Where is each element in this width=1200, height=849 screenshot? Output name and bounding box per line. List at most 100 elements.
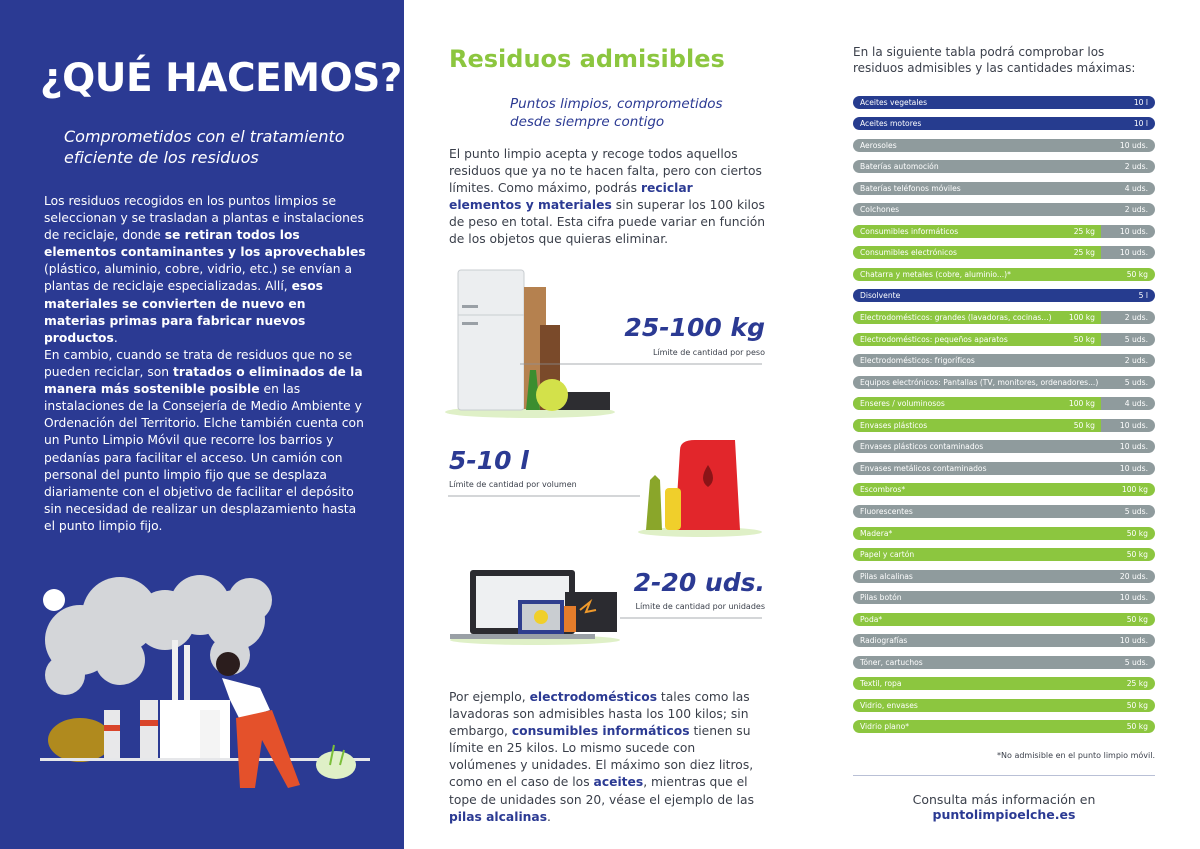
row-limit: 2 uds.	[1124, 356, 1148, 366]
row-name: Radiografías	[860, 636, 908, 646]
text-run: en las instalaciones de la Consejería de…	[44, 382, 364, 533]
split-segment	[853, 332, 1101, 346]
row-name: Baterías teléfonos móviles	[860, 183, 961, 193]
row-name: Papel y cartón	[860, 550, 915, 560]
row-split-value: 50 kg	[1073, 334, 1095, 344]
table-row: Poda* 50 kg	[853, 612, 1155, 626]
table-row: Madera* 50 kg	[853, 526, 1155, 540]
row-limit: 20 uds.	[1119, 571, 1148, 581]
row-name: Pilas alcalinas	[860, 571, 913, 581]
row-limit: 5 uds.	[1124, 657, 1148, 667]
row-limit: 2 uds.	[1124, 313, 1148, 322]
website-link[interactable]: puntolimpioelche.es	[932, 807, 1076, 822]
row-split-value: 25 kg	[1073, 248, 1095, 258]
table-row: 100 kg Electrodomésticos: grandes (lavado…	[853, 311, 1155, 324]
row-limit: 10 uds.	[1119, 420, 1148, 430]
row-name: Colchones	[860, 205, 900, 215]
row-limit: 4 uds.	[1124, 399, 1148, 409]
row-limit: 2 uds.	[1124, 162, 1148, 172]
table-row: Baterías teléfonos móviles 4 uds.	[853, 181, 1155, 195]
row-limit: 50 kg	[1126, 700, 1148, 710]
row-name: Textil, ropa	[860, 679, 902, 689]
row-limit: 2 uds.	[1124, 205, 1148, 215]
middle-paragraph: El punto limpio acepta y recoge todos aq…	[449, 146, 769, 249]
table-row: 25 kg Consumibles electrónicos 10 uds.	[853, 246, 1155, 260]
more-info: Consulta más información en puntolimpioe…	[853, 792, 1155, 822]
row-name: Aerosoles	[860, 140, 897, 150]
row-limit: 50 kg	[1126, 722, 1148, 732]
table-intro: En la siguiente tabla podrá comprobar lo…	[853, 45, 1136, 75]
bold-text: consumibles informáticos	[511, 724, 690, 739]
split-segment	[853, 397, 1101, 411]
row-name: Chatarra y metales (cobre, aluminio...)*	[860, 269, 1011, 279]
footnote: *No admisible en el punto limpio móvil.	[997, 751, 1155, 760]
row-limit: 10 uds.	[1119, 226, 1148, 236]
row-split-value: 100 kg	[1068, 313, 1095, 322]
row-limit: 5 uds.	[1124, 377, 1148, 387]
row-name: Envases metálicos contaminados	[860, 463, 987, 473]
divider	[853, 775, 1155, 776]
row-name: Envases plásticos	[860, 420, 928, 430]
row-name: Electrodomésticos: frigoríficos	[860, 356, 975, 366]
table-row: Tóner, cartuchos 5 uds.	[853, 655, 1155, 669]
limit-caption: Límite de cantidad por peso	[652, 348, 765, 357]
row-limit: 5 uds.	[1124, 506, 1148, 516]
row-limit: 10 l	[1133, 97, 1148, 107]
bold-text: aceites	[593, 775, 644, 790]
row-limit: 50 kg	[1126, 550, 1148, 560]
row-name: Poda*	[860, 614, 883, 624]
table-row: Pilas alcalinas 20 uds.	[853, 569, 1155, 583]
row-name: Enseres / voluminosos	[860, 399, 945, 409]
limit-amount: 5-10 l	[449, 446, 529, 475]
bold-text: esos materiales se convierten de nuevo e…	[44, 279, 323, 345]
table-row: Radiografías 10 uds.	[853, 634, 1155, 648]
row-name: Aceites motores	[860, 119, 922, 129]
split-segment	[853, 418, 1101, 432]
row-name: Baterías automoción	[860, 162, 939, 172]
bold-text: tratados o eliminados de la manera más s…	[44, 365, 363, 397]
table-row: Aceites vegetales 10 l	[853, 95, 1155, 109]
row-limit: 100 kg	[1121, 485, 1148, 495]
text-run: sin superar los 100 kilos de peso en tot…	[449, 198, 766, 247]
table-row: Vidrio plano* 50 kg	[853, 720, 1155, 734]
bold-text: pilas alcalinas	[449, 809, 548, 824]
row-name: Fluorescentes	[860, 506, 913, 516]
table-row: 25 kg Consumibles informáticos 10 uds.	[853, 224, 1155, 238]
text-run: .	[113, 330, 118, 345]
table-row: Textil, ropa 25 kg	[853, 677, 1155, 691]
text-run: Por ejemplo,	[449, 690, 530, 704]
row-limit: 5 l	[1138, 291, 1148, 301]
bold-text: se retiran todos los elementos contamina…	[44, 228, 366, 260]
table-row: Electrodomésticos: frigoríficos 2 uds.	[853, 354, 1155, 368]
limit-caption: Límite de cantidad por unidades	[635, 602, 766, 611]
row-limit: 10 uds.	[1119, 140, 1148, 150]
row-split-value: 25 kg	[1073, 226, 1095, 236]
table-row: Disolvente 5 l	[853, 289, 1155, 303]
left-subtitle: Comprometidos con el tratamiento eficien…	[64, 127, 345, 167]
table-row: Envases metálicos contaminados 10 uds.	[853, 461, 1155, 475]
text-run: El punto limpio acepta y recoge todos aq…	[449, 147, 762, 196]
limits-illustration	[445, 269, 762, 645]
table-row: Pilas botón 10 uds.	[853, 591, 1155, 605]
row-limit: 4 uds.	[1124, 183, 1148, 193]
text-run: Los residuos recogidos en los puntos lim…	[44, 194, 364, 243]
row-limit: 10 uds.	[1119, 593, 1148, 603]
split-segment	[853, 224, 1101, 238]
row-name: Consumibles informáticos	[860, 226, 959, 236]
row-name: Disolvente	[860, 291, 901, 301]
table-row: 50 kg Electrodomésticos: pequeños aparato…	[853, 332, 1155, 346]
table-row: Escombros* 100 kg	[853, 483, 1155, 497]
limit-caption: Límite de cantidad por volumen	[449, 480, 577, 489]
row-limit: 10 uds.	[1119, 463, 1148, 473]
left-paragraph: Los residuos recogidos en los puntos lim…	[44, 193, 366, 347]
table-row: Aceites motores 10 l	[853, 117, 1155, 131]
limit-amount: 25-100 kg	[624, 313, 765, 342]
table-row: Baterías automoción 2 uds.	[853, 160, 1155, 174]
left-paragraph: En cambio, cuando se trata de residuos q…	[44, 347, 366, 535]
row-limit: 25 kg	[1126, 679, 1148, 689]
row-split-value: 50 kg	[1073, 420, 1095, 430]
factory-illustration	[40, 575, 370, 788]
row-split-value: 100 kg	[1068, 399, 1095, 409]
row-name: Equipos electrónicos: Pantallas (TV, mon…	[860, 377, 1099, 387]
row-limit: 5 uds.	[1124, 334, 1148, 344]
